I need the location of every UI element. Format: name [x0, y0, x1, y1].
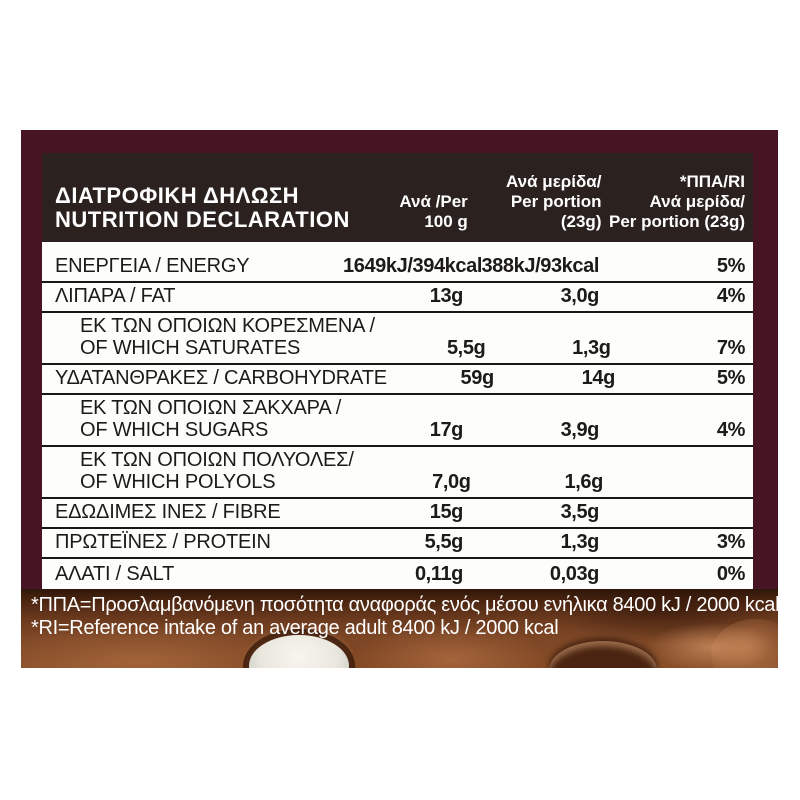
value-per-100g: 17g	[429, 419, 464, 441]
table-row: ΕΝΕΡΓΕΙΑ / ENERGY 1649kJ/394kcal 388kJ/9…	[42, 242, 753, 283]
footnote-greek: *ΠΠΑ=Προσλαμβανόμενη ποσότητα αναφοράς ε…	[31, 594, 778, 616]
nutrient-name: ΑΛΑΤΙ / SALT	[55, 563, 175, 585]
value-reference-intake: 3%	[716, 531, 746, 553]
nutrient-name: ΕΚ ΤΩΝ ΟΠΟΙΩΝ ΚΟΡΕΣΜΕΝΑ / OF WHICH SATUR…	[80, 315, 375, 359]
value-per-100g: 5,5g	[446, 337, 486, 359]
column-header-reference-intake: *ΠΠΑ/RI Ανά μερίδα/ Per portion (23g)	[608, 172, 745, 231]
nutrient-name: ΕΔΩΔΙΜΕΣ ΙΝΕΣ / FIBRE	[55, 501, 281, 523]
chocolate-photo-band: *ΠΠΑ=Προσλαμβανόμενη ποσότητα αναφοράς ε…	[21, 589, 778, 668]
value-per-100g: 0,11g	[414, 563, 463, 585]
table-row: ΑΛΑΤΙ / SALT 0,11g 0,03g 0%	[42, 559, 753, 591]
value-per-portion: 3,9g	[560, 419, 600, 441]
value-per-100g: 59g	[460, 367, 495, 389]
value-reference-intake: 5%	[716, 367, 746, 389]
value-reference-intake: 0%	[716, 563, 746, 585]
value-per-portion: 3,5g	[560, 501, 600, 523]
value-per-portion: 1,3g	[572, 337, 611, 359]
column-header-per-portion: Ανά μερίδα/ Per portion (23g)	[506, 172, 602, 231]
table-row: ΠΡΩΤΕΪΝΕΣ / PROTEIN 5,5g 1,3g 3%	[42, 529, 753, 559]
table-row: ΕΚ ΤΩΝ ΟΠΟΙΩΝ ΣΑΚΧΑΡΑ / OF WHICH SUGARS …	[42, 395, 753, 447]
nutrient-name: ΕΚ ΤΩΝ ΟΠΟΙΩΝ ΠΟΛΥΟΛΕΣ/ OF WHICH POLYOLS	[80, 449, 354, 493]
table-row: ΥΔΑΤΑΝΘΡΑΚΕΣ / CARBOHYDRATE 59g 14g 5%	[42, 365, 753, 395]
value-per-100g: 7,0g	[432, 471, 471, 493]
value-per-portion: 3,0g	[560, 285, 600, 307]
value-per-portion: 1,6g	[564, 471, 603, 493]
footnote-english: *RI=Reference intake of an average adult…	[31, 617, 559, 639]
table-row: ΕΚ ΤΩΝ ΟΠΟΙΩΝ ΚΟΡΕΣΜΕΝΑ / OF WHICH SATUR…	[42, 313, 753, 365]
table-row: ΕΔΩΔΙΜΕΣ ΙΝΕΣ / FIBRE 15g 3,5g	[42, 499, 753, 529]
chocolate-swirl-ring	[549, 641, 657, 668]
value-per-portion: 0,03g	[549, 563, 600, 585]
table-header: ΔΙΑΤΡΟΦΙΚΗ ΔΗΛΩΣΗ NUTRITION DECLARATION …	[42, 153, 753, 242]
nutrient-name: ΕΝΕΡΓΕΙΑ / ENERGY	[55, 255, 250, 277]
footnotes: *ΠΠΑ=Προσλαμβανόμενη ποσότητα αναφοράς ε…	[21, 589, 778, 640]
value-per-portion: 14g	[581, 367, 616, 389]
nutrient-name: ΥΔΑΤΑΝΘΡΑΚΕΣ / CARBOHYDRATE	[55, 367, 387, 389]
table-row: ΛΙΠΑΡΑ / FAT 13g 3,0g 4%	[42, 283, 753, 313]
title-english: NUTRITION DECLARATION	[55, 207, 350, 232]
value-per-100g: 15g	[429, 501, 464, 523]
value-per-100g: 1649kJ/394kcal	[343, 255, 482, 277]
value-per-portion: 1,3g	[560, 531, 600, 553]
title-greek: ΔΙΑΤΡΟΦΙΚΗ ΔΗΛΩΣΗ	[55, 183, 300, 208]
nutrient-name: ΕΚ ΤΩΝ ΟΠΟΙΩΝ ΣΑΚΧΑΡΑ / OF WHICH SUGARS	[80, 397, 342, 441]
value-reference-intake: 4%	[716, 285, 746, 307]
column-header-per-100g: Ανά /Per 100 g	[399, 192, 468, 231]
table-row: ΕΚ ΤΩΝ ΟΠΟΙΩΝ ΠΟΛΥΟΛΕΣ/ OF WHICH POLYOLS…	[42, 447, 753, 499]
table-title: ΔΙΑΤΡΟΦΙΚΗ ΔΗΛΩΣΗ NUTRITION DECLARATION	[55, 184, 350, 232]
value-per-100g: 5,5g	[424, 531, 464, 553]
nutrient-name: ΛΙΠΑΡΑ / FAT	[55, 285, 176, 307]
value-per-100g: 13g	[429, 285, 464, 307]
table-body: ΕΝΕΡΓΕΙΑ / ENERGY 1649kJ/394kcal 388kJ/9…	[42, 242, 753, 591]
value-reference-intake: 7%	[716, 337, 746, 359]
value-per-portion: 388kJ/93kcal	[481, 255, 599, 277]
value-reference-intake: 4%	[716, 419, 746, 441]
nutrient-name: ΠΡΩΤΕΪΝΕΣ / PROTEIN	[55, 531, 271, 553]
value-reference-intake: 5%	[716, 255, 746, 277]
nutrition-label: ΔΙΑΤΡΟΦΙΚΗ ΔΗΛΩΣΗ NUTRITION DECLARATION …	[21, 130, 778, 668]
nutrition-table: ΔΙΑΤΡΟΦΙΚΗ ΔΗΛΩΣΗ NUTRITION DECLARATION …	[42, 153, 753, 591]
